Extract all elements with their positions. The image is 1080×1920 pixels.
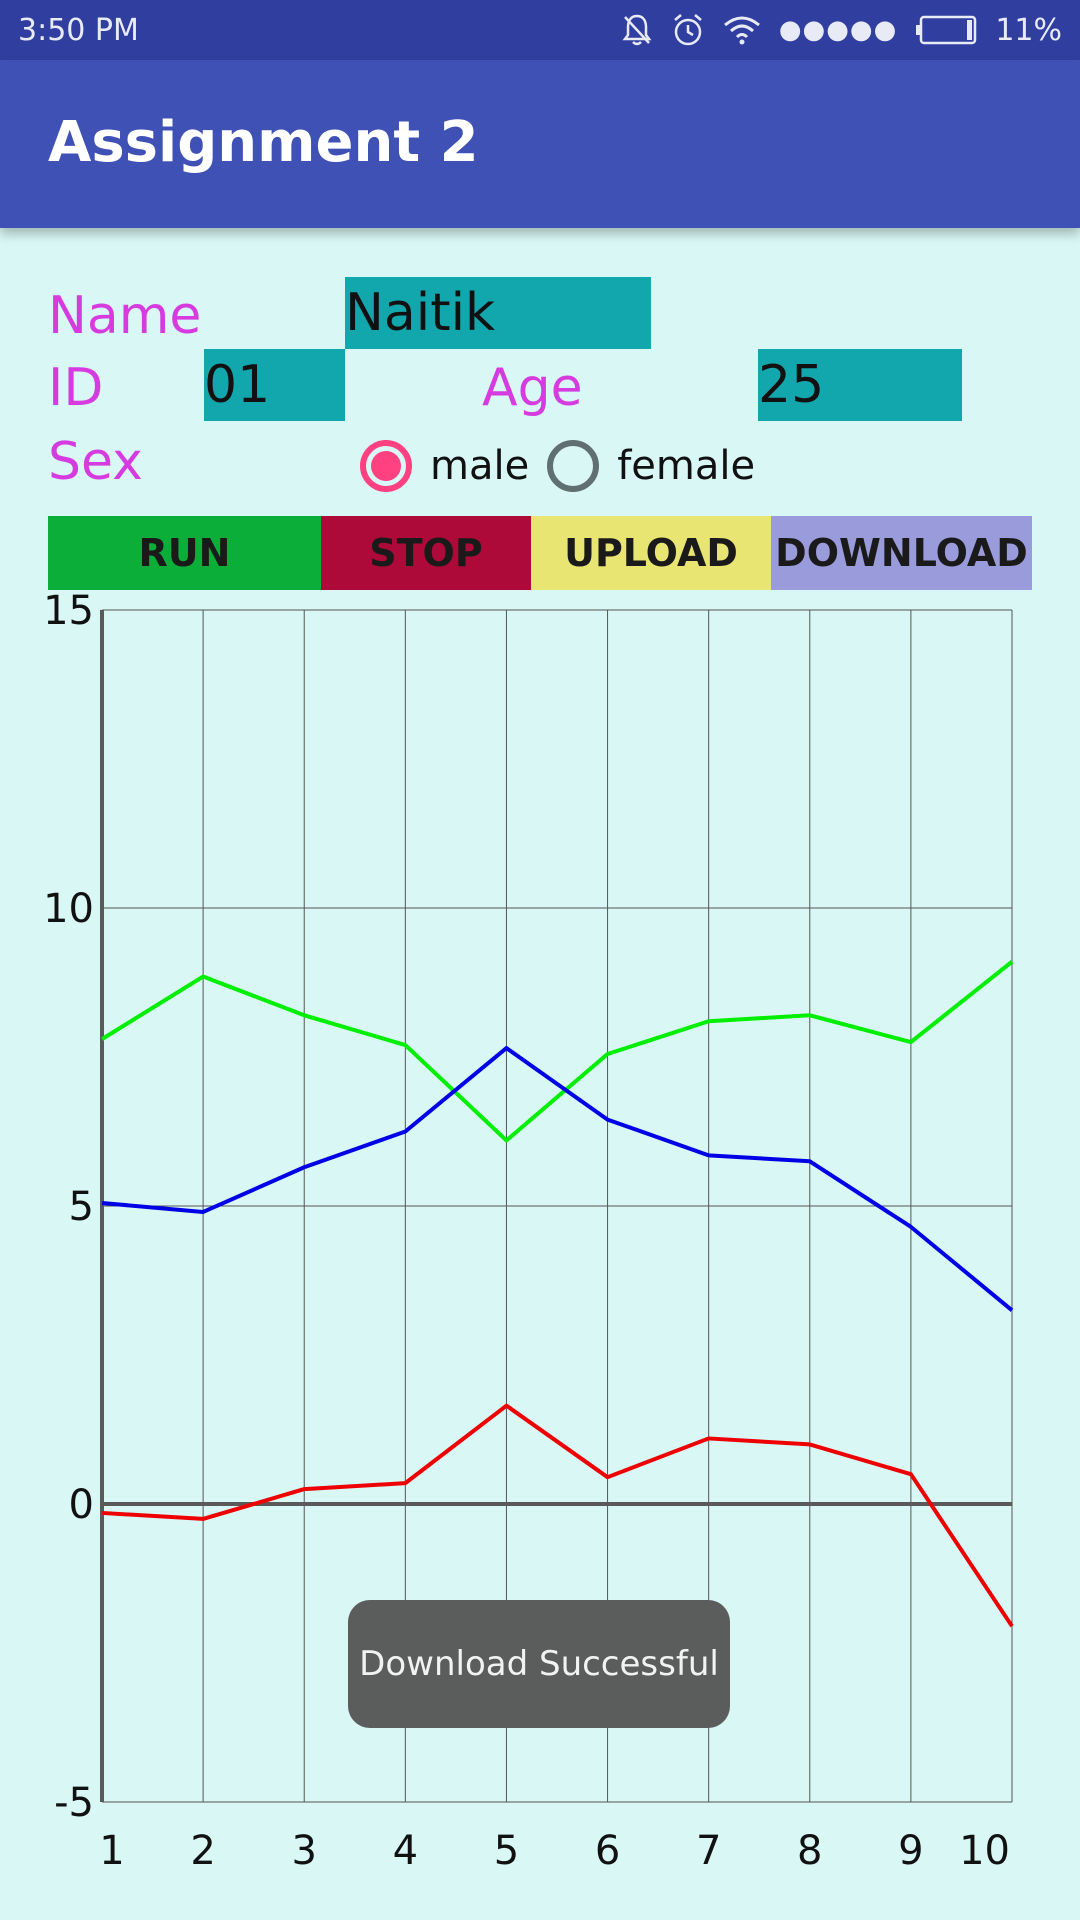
x-tick-label: 4: [393, 1828, 418, 1874]
y-tick-label: 0: [69, 1482, 94, 1528]
name-input[interactable]: [345, 277, 651, 349]
id-input[interactable]: [204, 349, 345, 421]
y-tick-label: 5: [69, 1184, 94, 1230]
toast-message: Download Successful: [348, 1600, 730, 1728]
female-radio[interactable]: [547, 440, 600, 492]
sex-label: Sex: [48, 432, 143, 492]
series-line-1: [100, 960, 1014, 1143]
run-button[interactable]: RUN: [48, 516, 321, 590]
series-line-3: [101, 1403, 1014, 1628]
x-tick-label: 2: [190, 1828, 215, 1874]
app-bar: Assignment 2: [0, 60, 1080, 228]
male-radio[interactable]: [360, 440, 412, 492]
bell-off-icon: [621, 13, 653, 47]
alarm-icon: [671, 13, 705, 47]
status-icons: ●●●●● 11%: [621, 13, 1062, 48]
y-tick-label: -5: [54, 1780, 94, 1826]
page-title: Assignment 2: [48, 110, 479, 175]
graph-series: [100, 960, 1014, 1628]
y-tick-label: 10: [43, 886, 94, 932]
age-label: Age: [482, 358, 583, 418]
y-tick-label: 15: [43, 590, 94, 634]
stop-button[interactable]: STOP: [321, 516, 531, 590]
battery-percent: 11%: [995, 12, 1062, 48]
female-radio-label[interactable]: female: [617, 443, 756, 489]
name-label: Name: [48, 286, 202, 346]
series-line-2: [101, 1046, 1014, 1312]
id-label: ID: [48, 358, 104, 418]
x-tick-label: 1: [99, 1828, 124, 1874]
line-graph: 15 10 5 0 -51 2 3 4 5 6 7 8 9 10: [43, 590, 1014, 1874]
x-tick-label: 5: [494, 1828, 519, 1874]
x-tick-label: 10: [959, 1828, 1010, 1874]
sex-radio-group: male female: [360, 440, 773, 492]
status-time: 3:50 PM: [18, 12, 139, 48]
battery-icon: [915, 15, 977, 45]
upload-button[interactable]: UPLOAD: [531, 516, 771, 590]
download-button[interactable]: DOWNLOAD: [771, 516, 1032, 590]
wifi-icon: [723, 15, 761, 45]
graph-ticks: 15 10 5 0 -51 2 3 4 5 6 7 8 9 10: [43, 590, 1010, 1874]
status-bar: 3:50 PM ●●●●●: [0, 0, 1080, 60]
male-radio-label[interactable]: male: [430, 443, 530, 489]
age-input[interactable]: [758, 349, 962, 421]
signal-dots-icon: ●●●●●: [778, 15, 898, 45]
x-tick-label: 7: [696, 1828, 721, 1874]
x-tick-label: 9: [898, 1828, 923, 1874]
x-tick-label: 3: [291, 1828, 316, 1874]
x-tick-label: 6: [595, 1828, 620, 1874]
x-tick-label: 8: [797, 1828, 822, 1874]
